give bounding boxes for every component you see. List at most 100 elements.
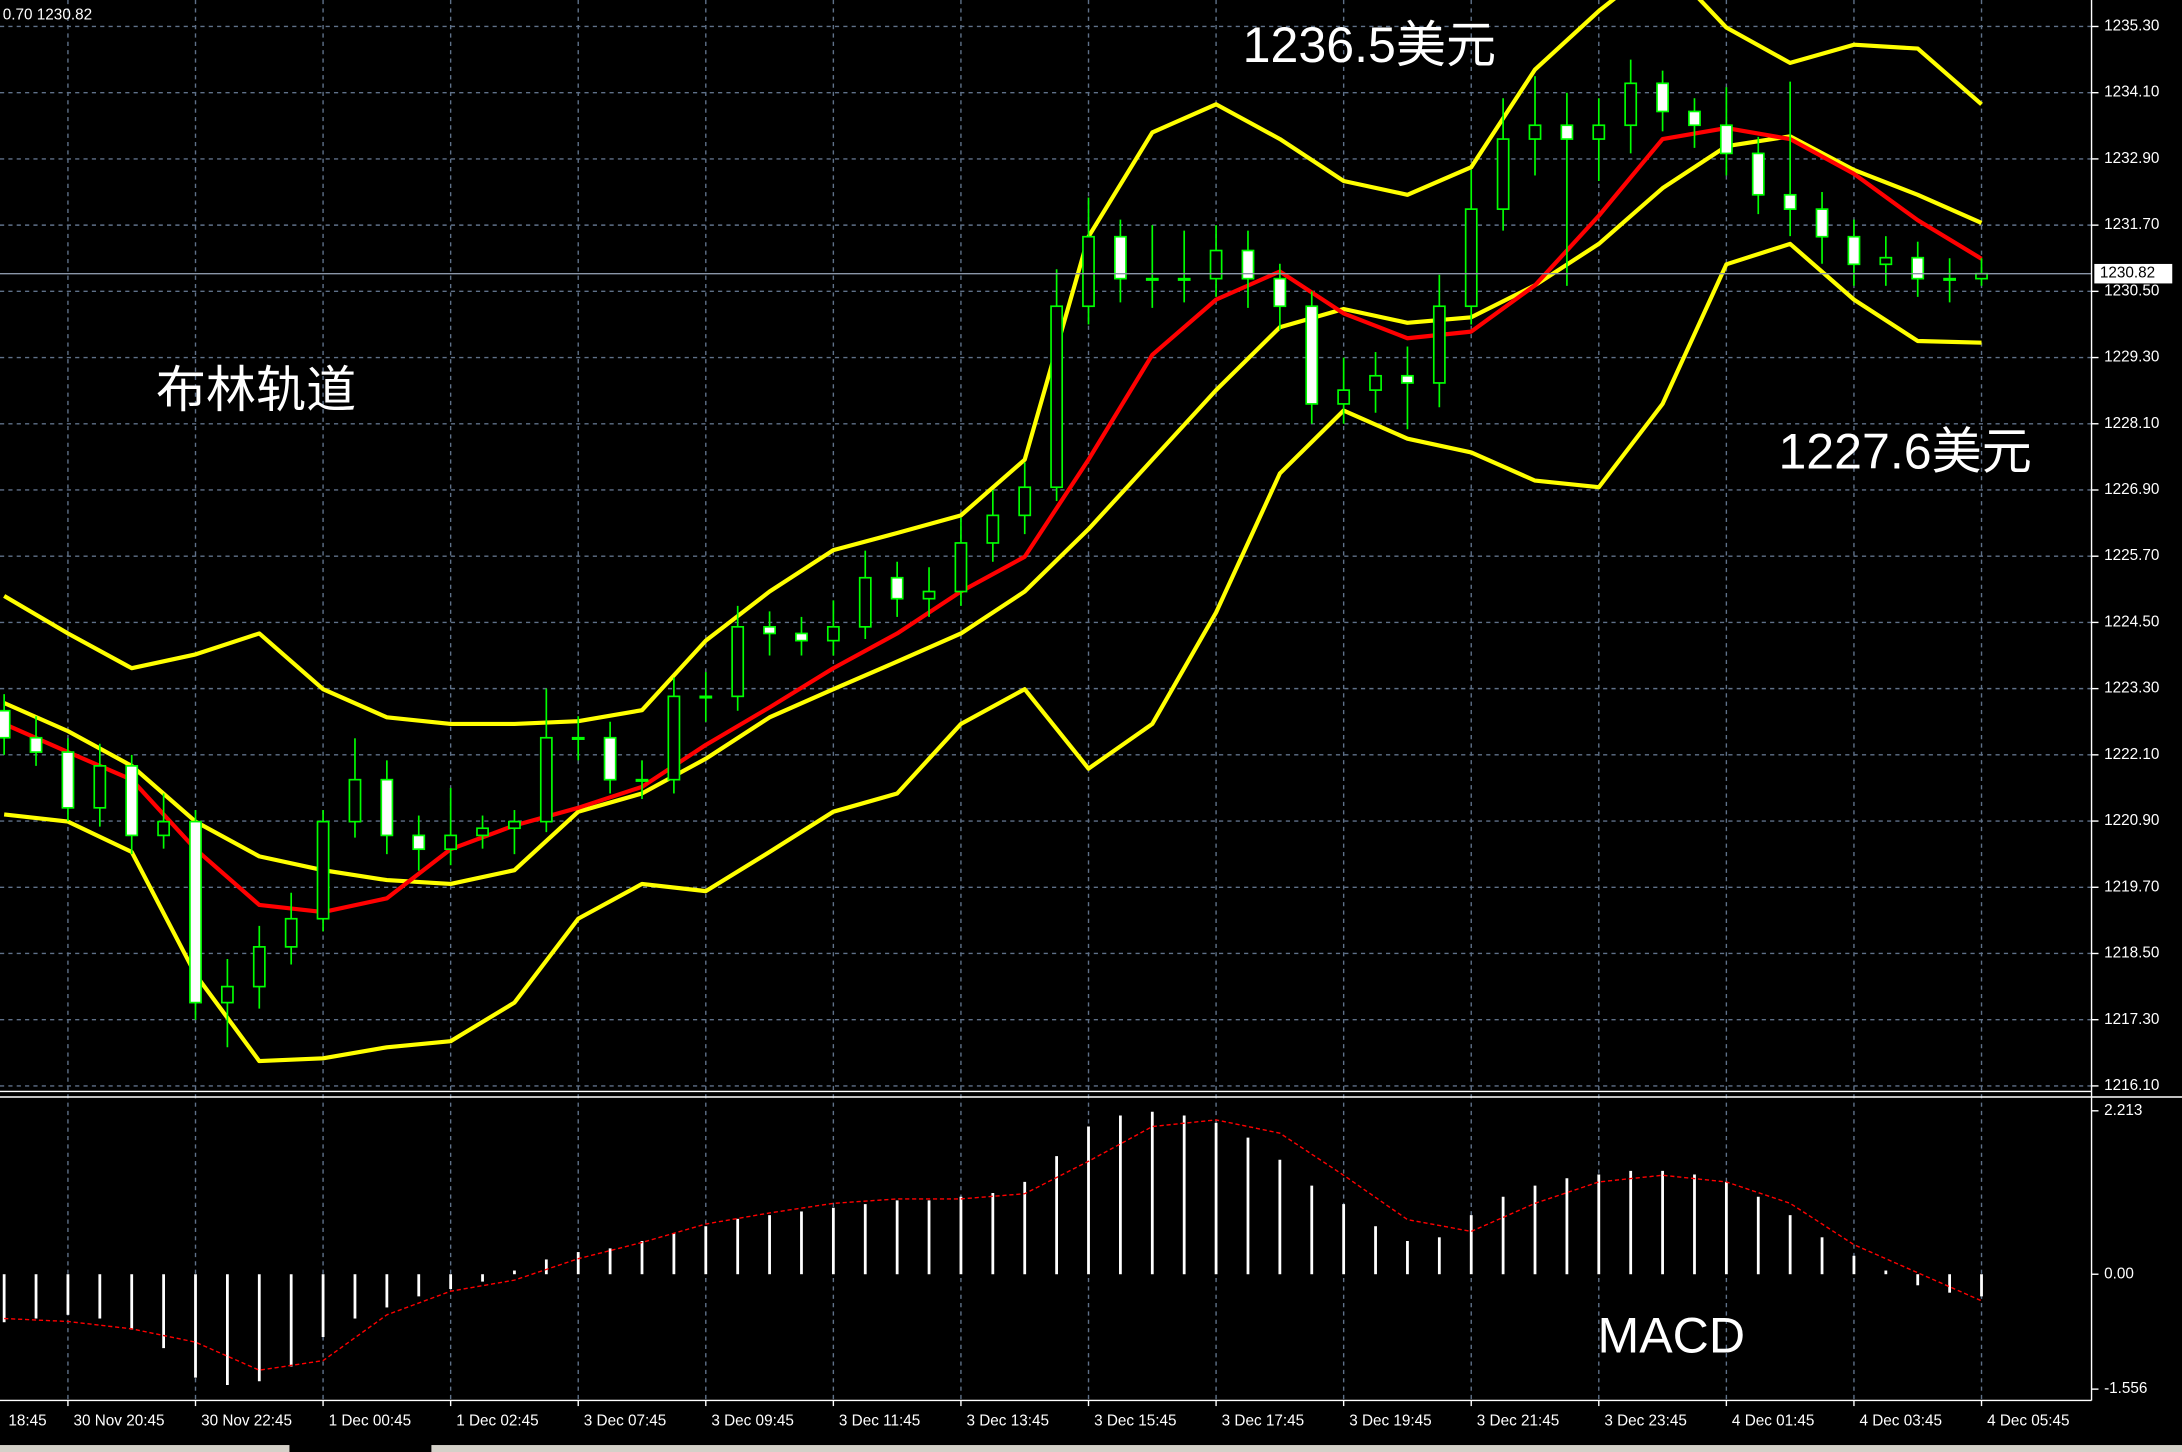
y-tick-label: 1222.10	[2104, 746, 2159, 763]
scrollbar	[431, 1445, 2182, 1452]
y-tick-label: 1234.10	[2104, 84, 2159, 101]
y-tick-label: 1232.90	[2104, 150, 2159, 167]
y-tick-label: 1220.90	[2104, 812, 2159, 829]
x-tick-label: 3 Dec 19:45	[1349, 1412, 1431, 1429]
candle-body	[1369, 374, 1382, 391]
y-tick-label: 1217.30	[2104, 1011, 2159, 1028]
annotation: 1227.6美元	[1778, 423, 2031, 479]
price-panel	[0, 0, 2092, 1064]
candle-body	[476, 827, 489, 837]
candle-body	[1847, 235, 1861, 266]
candle-body	[1911, 256, 1925, 280]
grid	[0, 0, 2092, 1401]
candle-body	[1656, 82, 1669, 113]
candle-body	[954, 542, 968, 593]
candle-body	[986, 514, 1000, 544]
band-line	[3, 0, 1983, 727]
annotation: 布林轨道	[156, 362, 356, 418]
x-tick-label: 3 Dec 21:45	[1477, 1412, 1559, 1429]
candle-body	[1592, 124, 1606, 140]
x-tick-label: 3 Dec 07:45	[584, 1412, 666, 1429]
candle-body	[93, 765, 107, 809]
candle-body	[1337, 389, 1351, 405]
x-tick-label: 3 Dec 11:45	[839, 1412, 920, 1429]
x-tick-label: 3 Dec 23:45	[1604, 1412, 1686, 1429]
candle-body	[795, 632, 808, 642]
candle-body	[1401, 374, 1414, 384]
last-price-label: 1230.82	[2100, 265, 2155, 282]
candle-body	[348, 778, 362, 823]
candle-body	[1528, 124, 1542, 140]
x-tick-label: 18:45	[8, 1412, 46, 1429]
candle-body	[1082, 235, 1095, 308]
candle-body	[1114, 235, 1127, 280]
candle-body	[1464, 208, 1478, 308]
candle-body	[1815, 208, 1829, 238]
candle-body	[1624, 82, 1638, 127]
scrollbar	[0, 1445, 290, 1452]
candle-body	[1050, 305, 1064, 489]
candle-body	[858, 576, 872, 628]
candle-body	[412, 834, 426, 851]
candle-body	[571, 736, 585, 740]
y-tick-label: 1216.10	[2104, 1077, 2159, 1094]
candle-body	[1145, 277, 1159, 281]
y-tick-label: 1235.30	[2104, 18, 2159, 35]
candle-body	[220, 985, 234, 1004]
y-tick-label: 2.213	[2104, 1102, 2142, 1119]
macd-panel	[2, 1111, 1983, 1385]
x-tick-label: 30 Nov 20:45	[73, 1412, 164, 1429]
x-tick-label: 3 Dec 13:45	[967, 1412, 1049, 1429]
candle-body	[1432, 305, 1446, 384]
y-tick-label: 1229.30	[2104, 349, 2159, 366]
y-tick-label: 1231.70	[2104, 216, 2159, 233]
candle-body	[763, 625, 776, 635]
y-tick-label: 1218.50	[2104, 945, 2159, 962]
x-tick-label: 4 Dec 03:45	[1860, 1412, 1942, 1429]
candle-body	[1209, 249, 1223, 280]
candle-body	[1688, 110, 1701, 127]
candle-body	[1241, 249, 1255, 280]
x-tick-label: 4 Dec 01:45	[1732, 1412, 1814, 1429]
candle-body	[1560, 124, 1574, 140]
band-line	[3, 125, 1983, 915]
candle-body	[539, 736, 553, 823]
annotation: 1236.5美元	[1243, 17, 1496, 73]
x-tick-label: 4 Dec 05:45	[1987, 1412, 2069, 1429]
candle-body	[826, 625, 840, 642]
candle-body	[61, 751, 75, 809]
candle-body	[1975, 272, 1988, 280]
x-tick-label: 1 Dec 02:45	[456, 1412, 538, 1429]
candle-body	[1751, 152, 1765, 196]
annotation: MACD	[1598, 1307, 1745, 1363]
x-tick-label: 3 Dec 09:45	[711, 1412, 793, 1429]
x-tick-label: 1 Dec 00:45	[329, 1412, 411, 1429]
band-line	[3, 134, 1983, 887]
y-tick-label: 1230.50	[2104, 282, 2159, 299]
candle-body	[316, 820, 330, 920]
candle-body	[125, 765, 139, 837]
y-tick-label: 1226.90	[2104, 481, 2159, 498]
candle-body	[922, 590, 936, 600]
y-tick-label: 0.00	[2104, 1265, 2134, 1282]
candle-body	[189, 820, 202, 1004]
candle-body	[508, 820, 521, 830]
candle-body	[1943, 277, 1957, 281]
candle-body	[1719, 124, 1733, 155]
signal-line	[4, 1119, 1982, 1371]
band-line	[3, 241, 1982, 1064]
y-tick-label: 1228.10	[2104, 415, 2159, 432]
candle-body	[380, 778, 394, 837]
candle-body	[731, 625, 745, 698]
candle-body	[252, 946, 266, 988]
candle-body	[699, 695, 713, 699]
candle-body	[667, 695, 681, 781]
y-tick-label: 1224.50	[2104, 613, 2159, 630]
x-tick-label: 3 Dec 17:45	[1222, 1412, 1304, 1429]
y-tick-label: 1225.70	[2104, 547, 2159, 564]
candle-body	[890, 576, 904, 600]
candle-body	[1879, 256, 1893, 266]
